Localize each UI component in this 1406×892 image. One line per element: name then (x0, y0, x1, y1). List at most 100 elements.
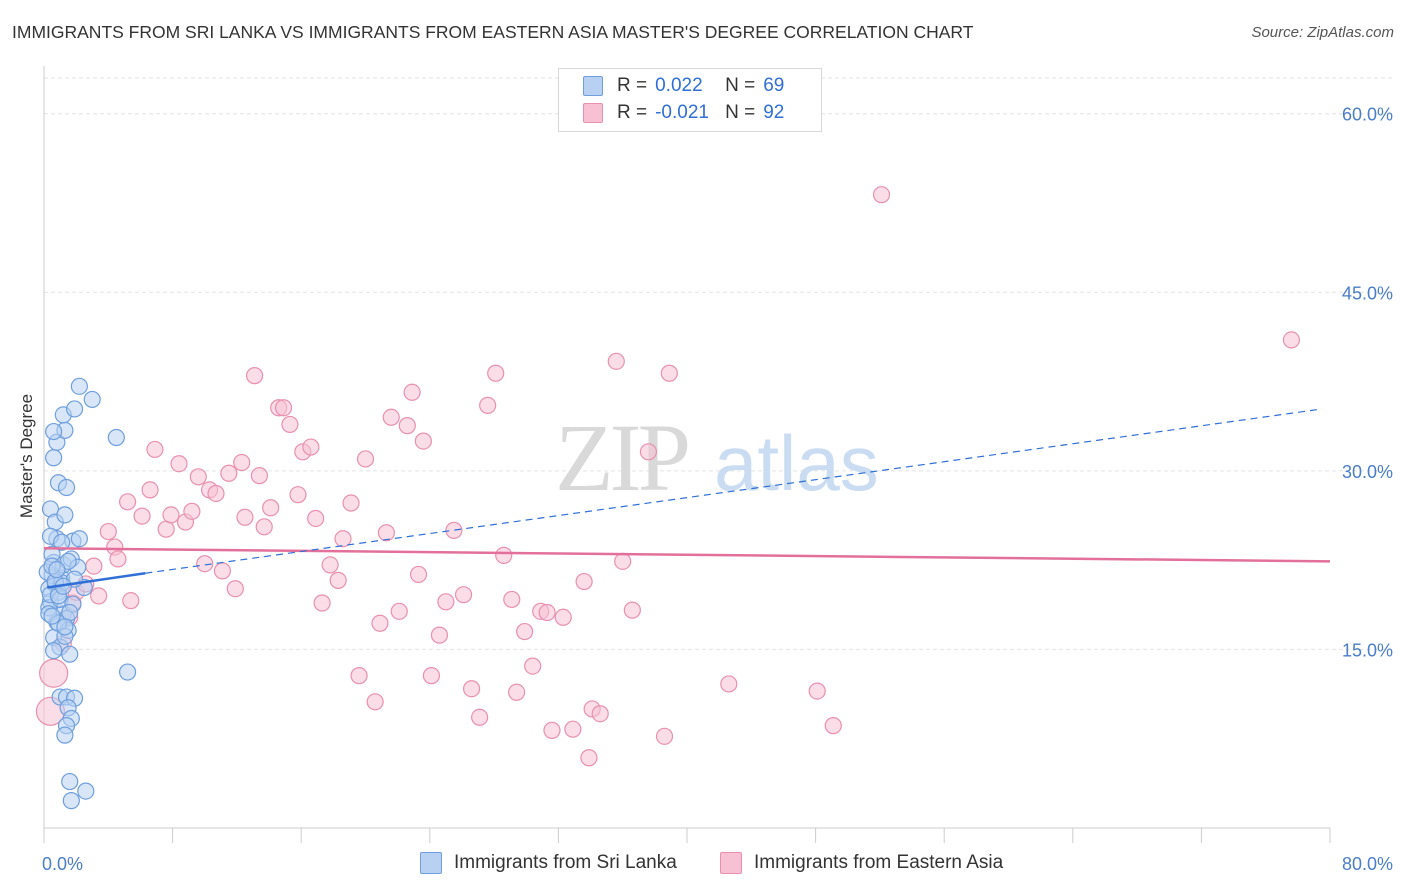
y-tick-label: 30.0% (1342, 462, 1393, 482)
eastern-asia-point (122, 592, 140, 610)
eastern-asia-point (356, 450, 375, 468)
eastern-asia-point (262, 499, 280, 517)
y-tick-label: 60.0% (1342, 105, 1393, 125)
eastern-asia-point (487, 364, 505, 382)
eastern-asia-point (289, 486, 307, 504)
y-axis-label: Master's Degree (17, 394, 36, 518)
sri-lanka-point (118, 663, 137, 681)
legend-row-sri-lanka: R = 0.022 N = 69 (583, 75, 833, 97)
eastern-asia-point (872, 186, 891, 204)
eastern-asia-point (377, 524, 395, 542)
sri-lanka-point (56, 618, 74, 636)
eastern-asia-point (329, 571, 347, 589)
eastern-asia-point (422, 667, 441, 685)
axes (43, 66, 1331, 843)
source-label: Source: ZipAtlas.com (1251, 24, 1394, 41)
series-legend-sri-lanka[interactable]: Immigrants from Sri Lanka (420, 852, 677, 874)
legend-swatch-eastern-asia (583, 103, 603, 123)
eastern-asia-point (183, 502, 201, 520)
eastern-asia-point (162, 506, 180, 524)
legend-n-label: N = (725, 75, 756, 96)
sri-lanka-point (45, 449, 63, 467)
eastern-asia-point (109, 550, 127, 568)
x-tick-label-min: 0.0% (42, 854, 83, 874)
eastern-asia-point (639, 443, 658, 461)
eastern-asia-point (538, 603, 556, 622)
eastern-asia-point (1282, 331, 1301, 349)
series-legend-eastern-asia[interactable]: Immigrants from Eastern Asia (720, 852, 1003, 874)
eastern-asia-point (281, 415, 299, 434)
eastern-asia-point (454, 586, 473, 604)
eastern-asia-point (350, 667, 368, 685)
eastern-asia-point (591, 705, 609, 723)
eastern-asia-point (403, 383, 421, 401)
eastern-asia-point (85, 557, 103, 575)
eastern-asia-point (321, 556, 339, 574)
eastern-asia-point (409, 565, 428, 584)
eastern-asia-point (133, 507, 151, 525)
eastern-asia-point (479, 396, 497, 414)
eastern-asia-point (189, 468, 207, 486)
y-tick-label: 45.0% (1342, 283, 1393, 303)
y-tick-label: 15.0% (1342, 640, 1393, 660)
eastern-asia-point (398, 417, 416, 435)
eastern-asia-point (564, 720, 582, 738)
eastern-asia-point (543, 721, 561, 739)
eastern-asia-point (495, 546, 513, 564)
chart-title: IMMIGRANTS FROM SRI LANKA VS IMMIGRANTS … (12, 22, 974, 42)
series-legend: Immigrants from Sri Lanka Immigrants fro… (0, 852, 1406, 876)
eastern-asia-point (250, 467, 269, 485)
eastern-asia-point (207, 484, 225, 503)
eastern-asia-point (99, 522, 117, 541)
eastern-asia-point (342, 494, 360, 512)
eastern-asia-point (170, 455, 188, 473)
legend-r-label: R = (617, 75, 648, 96)
tick-labels: 15.0% 30.0% 45.0% 60.0% 0.0% 80.0% (42, 105, 1393, 874)
correlation-legend: R = 0.022 N = 69 R = -0.021 N = 92 (558, 68, 822, 132)
eastern-asia-point (808, 682, 826, 700)
eastern-asia-point (437, 593, 455, 611)
eastern-asia-point (255, 518, 273, 536)
watermark: ZIP atlas (555, 404, 879, 511)
trend-line-eastern-asia (43, 546, 1331, 563)
sri-lanka-point (70, 530, 88, 548)
eastern-asia-point (39, 658, 69, 688)
eastern-asia-point (313, 594, 331, 612)
eastern-asia-point (196, 555, 214, 573)
eastern-asia-point (462, 680, 481, 698)
eastern-asia-point (580, 749, 598, 767)
trend-lines (43, 408, 1331, 589)
eastern-asia-point (245, 367, 264, 385)
legend-r-value-sri-lanka: 0.022 (655, 75, 703, 96)
sri-lanka-point (56, 726, 74, 744)
eastern-asia-point (220, 464, 238, 482)
eastern-asia-point (607, 352, 625, 370)
sri-lanka-point (43, 607, 61, 625)
eastern-asia-point (430, 626, 449, 644)
eastern-asia-point (141, 481, 159, 499)
eastern-asia-point (118, 493, 137, 511)
series-legend-label-sri-lanka: Immigrants from Sri Lanka (454, 852, 677, 873)
eastern-asia-point (233, 453, 251, 472)
eastern-asia-point (213, 562, 232, 580)
eastern-asia-point (503, 590, 521, 609)
eastern-asia-point (824, 717, 842, 735)
watermark-zip: ZIP (555, 404, 688, 511)
eastern-asia-point (414, 432, 432, 450)
series-legend-label-eastern-asia: Immigrants from Eastern Asia (754, 852, 1004, 873)
eastern-asia-point (274, 399, 293, 417)
legend-n-label: N = (725, 102, 756, 123)
eastern-asia-point (90, 587, 108, 605)
eastern-asia-point (382, 408, 400, 426)
sri-lanka-point (65, 400, 84, 418)
eastern-asia-point (508, 683, 526, 701)
eastern-asia-point (471, 708, 489, 726)
eastern-asia-point (371, 614, 389, 632)
series-legend-swatch-sri-lanka (420, 852, 442, 874)
watermark-atlas: atlas (714, 419, 879, 507)
sri-lanka-point (61, 772, 79, 791)
sri-lanka-point (61, 645, 79, 663)
eastern-asia-point (302, 438, 320, 456)
series-eastern-asia-points (35, 186, 1301, 767)
